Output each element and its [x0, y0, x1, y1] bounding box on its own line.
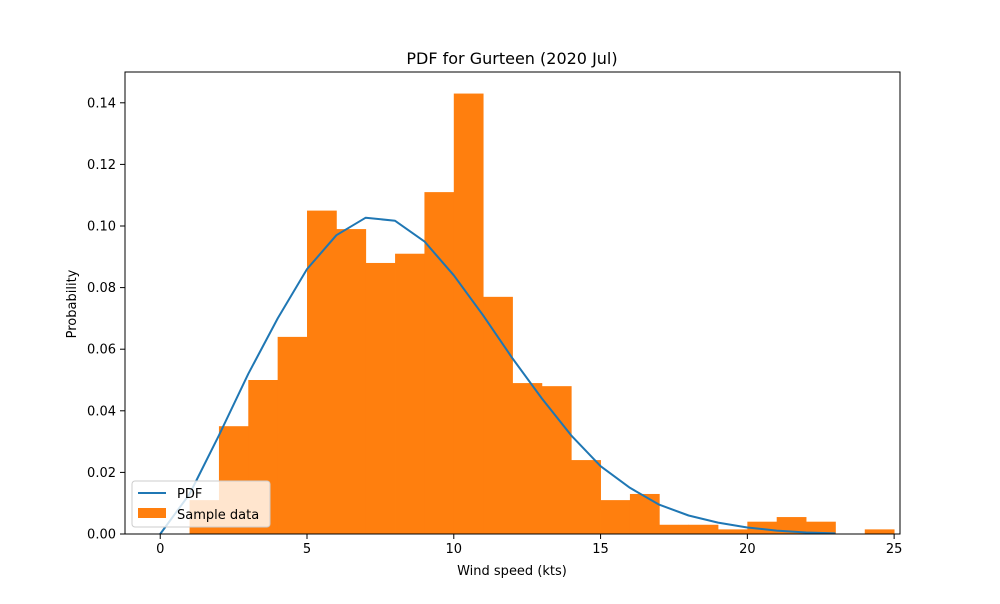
x-tick-label: 5 [303, 542, 311, 557]
y-tick-label: 0.08 [87, 281, 116, 296]
legend-sample-label: Sample data [177, 508, 259, 523]
histogram-bar [307, 210, 337, 534]
histogram-bar [629, 493, 660, 534]
histogram-bar [336, 229, 367, 534]
histogram-bar [747, 521, 778, 534]
legend-pdf-label: PDF [177, 487, 202, 502]
pdf-line [159, 216, 836, 535]
histogram-bar [600, 500, 631, 534]
y-tick-label: 0.02 [87, 466, 116, 481]
x-tick-label: 25 [886, 542, 903, 557]
legend: PDF Sample data [131, 480, 271, 528]
y-axis-ticks: 0.00 0.02 0.04 0.06 0.08 0.10 0.12 0.14 [87, 96, 125, 543]
histogram-bar [395, 253, 425, 534]
x-tick-label: 10 [446, 542, 463, 557]
histogram-bar [483, 296, 513, 534]
chart-title: PDF for Gurteen (2020 Jul) [406, 49, 617, 68]
histogram-bar [806, 521, 836, 534]
histogram-bar [717, 529, 748, 534]
x-tick-label: 0 [156, 542, 164, 557]
histogram-bar [688, 524, 719, 534]
legend-sample-swatch [138, 508, 166, 518]
x-axis-label: Wind speed (kts) [457, 564, 567, 579]
histogram-bars [189, 93, 895, 534]
x-tick-label: 20 [739, 542, 756, 557]
x-tick-label: 15 [592, 542, 609, 557]
axes-frame [124, 71, 901, 535]
y-tick-label: 0.04 [87, 404, 116, 419]
histogram-bar [571, 460, 601, 534]
histogram-bar [365, 262, 396, 534]
histogram-bar [864, 529, 895, 534]
histogram-bar [659, 524, 690, 534]
y-tick-label: 0.06 [87, 343, 116, 358]
histogram-bar [512, 383, 543, 534]
histogram-bar [277, 336, 308, 534]
y-axis-label: Probability [65, 269, 80, 338]
x-axis-ticks: 0 5 10 15 20 25 [156, 534, 902, 557]
histogram-bar [453, 93, 484, 534]
histogram-bar [424, 192, 455, 534]
y-tick-label: 0.00 [87, 528, 116, 543]
histogram-bar [776, 517, 807, 534]
histogram-bar [541, 386, 572, 534]
y-tick-label: 0.10 [87, 220, 116, 235]
y-tick-label: 0.12 [87, 158, 116, 173]
legend-box [131, 480, 271, 528]
y-tick-label: 0.14 [87, 96, 116, 111]
pdf-line-layer [159, 216, 836, 535]
